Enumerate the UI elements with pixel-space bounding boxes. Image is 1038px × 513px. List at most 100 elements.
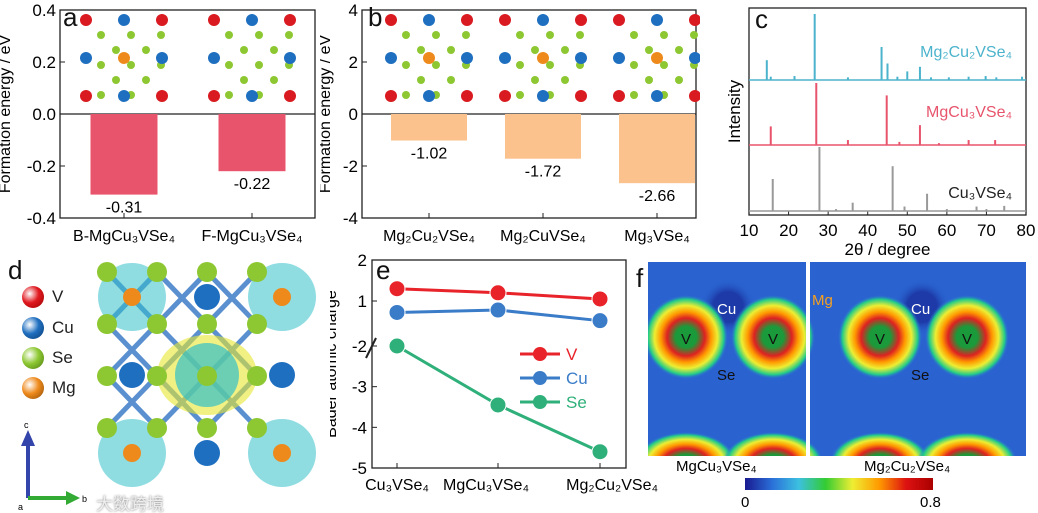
y-axis-label: Bader atomic charge <box>330 290 340 438</box>
bond <box>105 322 159 378</box>
se-atom <box>531 76 539 84</box>
se-atom <box>247 262 267 282</box>
mg-atom <box>651 52 663 64</box>
x-tick-label: 20 <box>779 221 798 240</box>
cu-atom <box>194 284 220 310</box>
y-tick-label: -5 <box>352 459 367 478</box>
se-atom <box>645 46 653 54</box>
se-atom <box>660 61 668 69</box>
se-atom <box>561 76 569 84</box>
bond <box>155 270 209 326</box>
legend-cu: Cu <box>22 317 74 339</box>
x-category-label: Mg₂Cu₂VSe₄ <box>383 228 475 245</box>
y-tick-label: -0.4 <box>27 209 56 228</box>
se-atom <box>225 61 233 69</box>
se-atom <box>147 366 167 386</box>
panel-e-label: e <box>376 255 391 285</box>
x-tick-label: 60 <box>937 221 956 240</box>
se-atom <box>197 366 217 386</box>
se-atom <box>417 46 425 54</box>
v-label: V <box>768 331 778 348</box>
v-atom <box>689 90 700 102</box>
se-atom <box>147 418 167 438</box>
se-atom <box>127 31 135 39</box>
y-tick-label: -2 <box>352 337 367 356</box>
se-atom <box>546 31 554 39</box>
se-atom <box>531 46 539 54</box>
v-atom <box>499 14 511 26</box>
se-atom <box>142 76 150 84</box>
crystal-structure-inset <box>499 14 587 102</box>
v-atom <box>689 14 700 26</box>
cu-atom <box>156 52 168 64</box>
se-atom <box>225 31 233 39</box>
v-atom <box>575 14 587 26</box>
v-atom <box>208 90 220 102</box>
x-category-label: MgCu₃VSe₄ <box>443 477 529 494</box>
legend-marker <box>533 347 547 361</box>
v-atom <box>80 14 92 26</box>
se-atom <box>402 91 410 99</box>
bar-value-label: -1.02 <box>411 146 448 163</box>
colorbar-max: 0.8 <box>920 494 941 511</box>
v-atom <box>284 90 296 102</box>
se-atom <box>197 418 217 438</box>
legend-marker <box>533 395 547 409</box>
legend-marker <box>533 371 547 385</box>
data-point <box>388 303 406 321</box>
se-atom <box>97 31 105 39</box>
cu-atom <box>537 14 549 26</box>
f-left-caption: MgCu₃VSe₄ <box>676 458 757 475</box>
mg-atom <box>123 444 141 462</box>
cu-atom <box>80 52 92 64</box>
cu-atom <box>575 52 587 64</box>
v-atom <box>499 90 511 102</box>
bar <box>391 114 467 141</box>
x-category-label: B-MgCu₃VSe₄ <box>73 228 175 245</box>
panel-a-label: a <box>63 2 78 32</box>
bar-value-label: -2.66 <box>639 188 676 205</box>
data-point <box>388 280 406 298</box>
y-tick-label: 2 <box>358 251 367 270</box>
bar <box>619 114 695 184</box>
se-atom <box>417 76 425 84</box>
series-label: Mg₂Cu₂VSe₄ <box>920 44 1012 61</box>
y-tick-label: -3 <box>352 378 367 397</box>
cu-atom <box>651 14 663 26</box>
v-atom <box>461 14 473 26</box>
bond <box>205 270 259 326</box>
cu-atom <box>461 52 473 64</box>
colorbar-min: 0 <box>741 494 750 511</box>
cu-atom <box>284 52 296 64</box>
bond <box>105 374 159 430</box>
data-point <box>489 301 507 319</box>
y-tick-label: -2 <box>343 157 358 176</box>
se-atom <box>97 91 105 99</box>
y-tick-label: 4 <box>349 1 358 20</box>
v-atom <box>575 90 587 102</box>
x-category-label: Mg₂Cu₂VSe₄ <box>566 477 658 494</box>
y-tick-label: -0.2 <box>27 157 56 176</box>
se-atom <box>97 61 105 69</box>
se-atom <box>432 61 440 69</box>
x-tick-label: 70 <box>977 221 996 240</box>
data-point <box>591 443 609 461</box>
crystal-structure-inset <box>80 14 168 102</box>
cu-atom <box>208 52 220 64</box>
cu-atom <box>246 90 258 102</box>
se-atom-icon <box>22 347 44 369</box>
se-atom <box>660 31 668 39</box>
legend-label: Cu <box>52 318 74 337</box>
y-tick-label: 2 <box>349 53 358 72</box>
y-tick-label: 1 <box>358 292 367 311</box>
y-tick-label: 0.0 <box>32 105 56 124</box>
bar <box>218 114 286 172</box>
legend-label: Mg <box>52 378 76 397</box>
se-atom <box>147 314 167 334</box>
se-atom <box>112 46 120 54</box>
cu-atom-icon <box>22 317 44 339</box>
bar-value-label: -1.72 <box>525 164 562 181</box>
panel-c-chart: 10 20 30 40 50 60 70 80 2θ / degree Intensity Mg₂C… <box>725 7 1035 259</box>
se-atom <box>157 31 165 39</box>
